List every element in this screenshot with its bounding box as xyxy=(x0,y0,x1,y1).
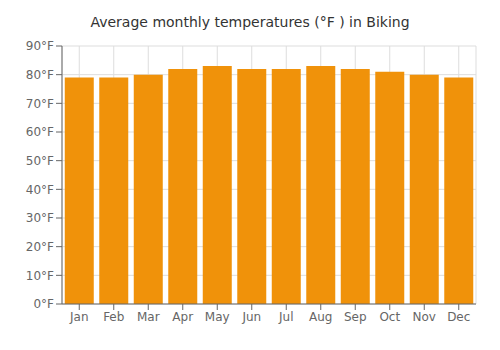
svg-text:20°F: 20°F xyxy=(26,240,54,254)
svg-text:Aug: Aug xyxy=(309,310,332,324)
svg-text:Jul: Jul xyxy=(278,310,293,324)
svg-text:Jun: Jun xyxy=(241,310,261,324)
svg-text:60°F: 60°F xyxy=(26,125,54,139)
svg-text:30°F: 30°F xyxy=(26,211,54,225)
svg-text:10°F: 10°F xyxy=(26,269,54,283)
svg-text:Sep: Sep xyxy=(344,310,367,324)
svg-text:Nov: Nov xyxy=(413,310,436,324)
svg-text:80°F: 80°F xyxy=(26,68,54,82)
svg-text:May: May xyxy=(205,310,230,324)
html-text:Average monthly temperatures (: Average monthly temperatures (°F ) in Bi… xyxy=(90,14,410,30)
svg-text:70°F: 70°F xyxy=(26,97,54,111)
svg-text:Feb: Feb xyxy=(103,310,124,324)
svg-text:40°F: 40°F xyxy=(26,183,54,197)
svg-text:90°F: 90°F xyxy=(26,39,54,53)
svg-text:0°F: 0°F xyxy=(33,297,54,311)
svg-text:Jan: Jan xyxy=(69,310,89,324)
svg-text:50°F: 50°F xyxy=(26,154,54,168)
svg-text:Oct: Oct xyxy=(379,310,400,324)
svg-text:Mar: Mar xyxy=(137,310,160,324)
svg-text:Apr: Apr xyxy=(172,310,193,324)
svg-text:Dec: Dec xyxy=(447,310,470,324)
